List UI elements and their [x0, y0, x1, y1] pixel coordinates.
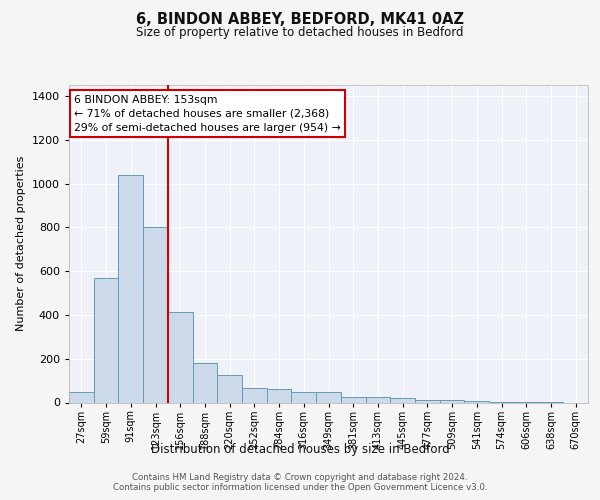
- Bar: [267, 390, 292, 402]
- Text: Distribution of detached houses by size in Bedford: Distribution of detached houses by size …: [151, 442, 449, 456]
- Bar: [217, 375, 242, 402]
- Bar: [118, 175, 143, 402]
- Bar: [168, 312, 193, 402]
- Bar: [440, 400, 464, 402]
- Bar: [390, 398, 415, 402]
- Y-axis label: Number of detached properties: Number of detached properties: [16, 156, 26, 332]
- Bar: [94, 278, 118, 402]
- Bar: [143, 228, 168, 402]
- Text: Contains HM Land Registry data © Crown copyright and database right 2024.: Contains HM Land Registry data © Crown c…: [132, 472, 468, 482]
- Bar: [242, 388, 267, 402]
- Bar: [193, 363, 217, 403]
- Bar: [69, 392, 94, 402]
- Bar: [365, 397, 390, 402]
- Text: 6, BINDON ABBEY, BEDFORD, MK41 0AZ: 6, BINDON ABBEY, BEDFORD, MK41 0AZ: [136, 12, 464, 28]
- Text: 6 BINDON ABBEY: 153sqm
← 71% of detached houses are smaller (2,368)
29% of semi-: 6 BINDON ABBEY: 153sqm ← 71% of detached…: [74, 94, 341, 132]
- Bar: [292, 392, 316, 402]
- Text: Contains public sector information licensed under the Open Government Licence v3: Contains public sector information licen…: [113, 482, 487, 492]
- Bar: [415, 400, 440, 402]
- Bar: [341, 397, 365, 402]
- Bar: [316, 392, 341, 402]
- Text: Size of property relative to detached houses in Bedford: Size of property relative to detached ho…: [136, 26, 464, 39]
